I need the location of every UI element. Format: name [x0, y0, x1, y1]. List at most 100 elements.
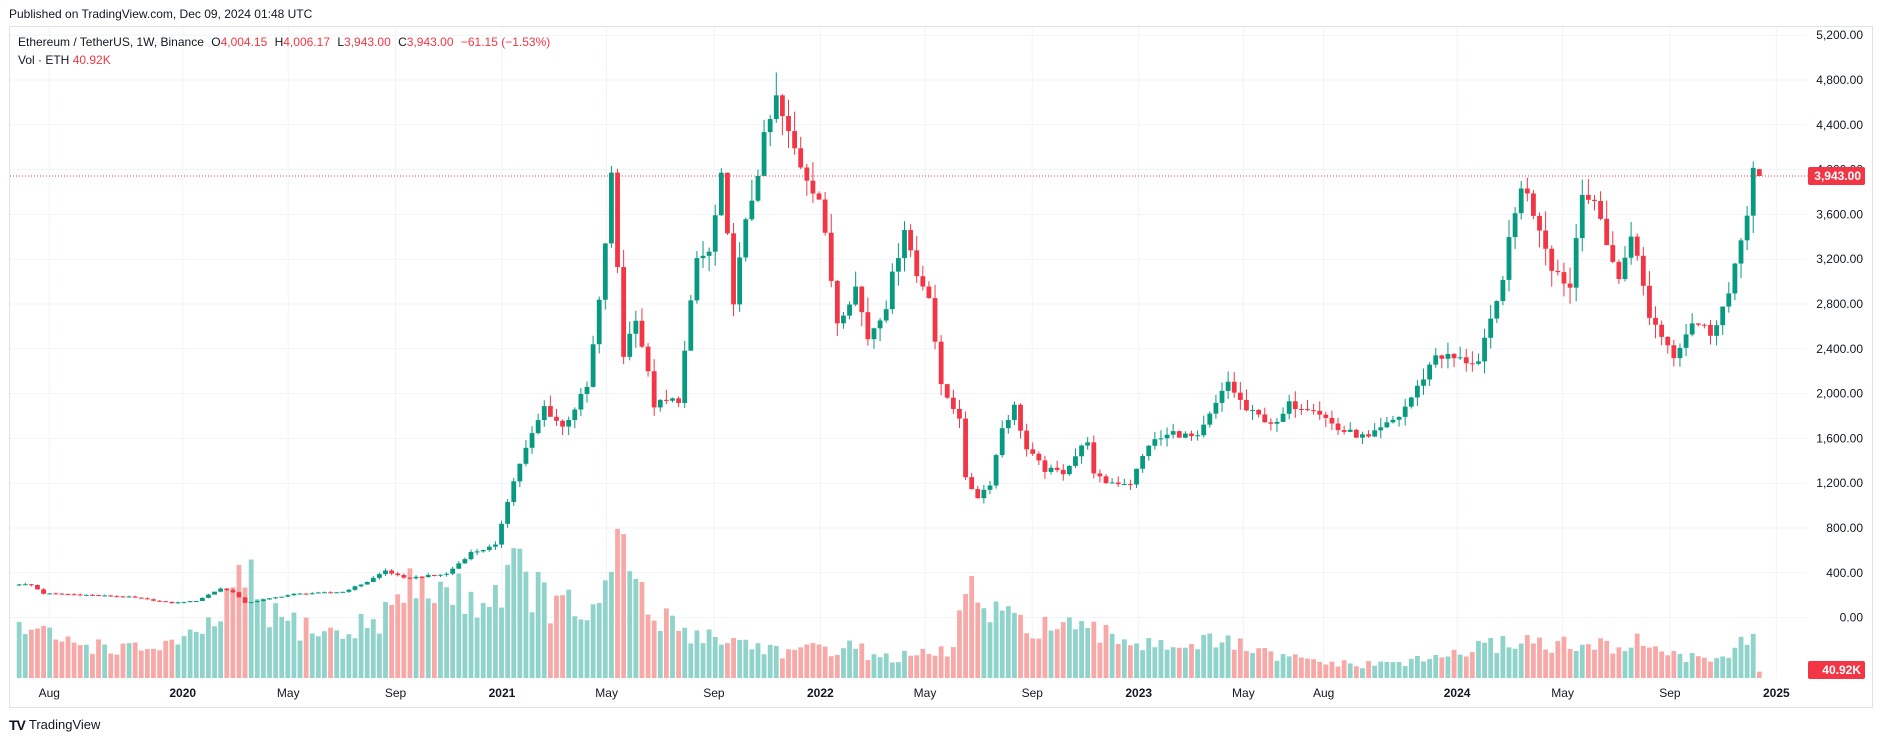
volume-bar [1750, 633, 1756, 678]
volume-bar [303, 617, 309, 678]
candle-body [590, 344, 596, 387]
candle-body [1036, 453, 1042, 461]
candle-body [1329, 417, 1335, 424]
volume-bar [1366, 661, 1371, 678]
time-tick-label: 2022 [807, 686, 834, 700]
volume-bar [950, 647, 956, 678]
candle-body [1372, 430, 1378, 437]
candle-body [218, 588, 224, 592]
volume-bar [1097, 642, 1103, 678]
price-tick-label: 2,000.00 [1816, 387, 1863, 401]
candle-body [1677, 347, 1683, 359]
candle-body [413, 576, 419, 579]
volume-bar [35, 628, 40, 678]
volume-bar [132, 642, 138, 678]
candle-body [322, 592, 327, 594]
candle-body [120, 596, 126, 598]
candle-body [212, 591, 217, 595]
candle-body [505, 501, 511, 524]
candle-body [1567, 283, 1573, 288]
volume-bar [1347, 663, 1353, 678]
candle-body [798, 148, 804, 168]
candle-body [1146, 445, 1152, 457]
volume-bar [1421, 661, 1426, 678]
volume-bar [1262, 647, 1268, 678]
price-tick-label: 1,200.00 [1816, 476, 1863, 490]
tradingview-footer[interactable]: TV TradingView [9, 716, 100, 734]
volume-bar [682, 627, 688, 678]
change-value: −61.15 (−1.53%) [460, 35, 551, 49]
candle-body [517, 463, 523, 482]
volume-bar [212, 626, 217, 678]
candle-body [181, 602, 187, 604]
candle-body [1524, 188, 1530, 194]
volume-bar [1323, 664, 1329, 678]
candle-body [871, 328, 877, 340]
volume-bar [810, 643, 816, 678]
volume-bar [1048, 630, 1054, 678]
candle-body [541, 406, 547, 421]
volume-bar [1720, 656, 1726, 678]
candle-body [694, 258, 700, 301]
candle-body [1341, 430, 1347, 432]
candle-body [303, 593, 309, 595]
candle-body [1622, 257, 1628, 280]
symbol-title: Ethereum / TetherUS, 1W, Binance [18, 35, 204, 49]
volume-bar [1628, 647, 1634, 678]
candle-body [370, 577, 376, 582]
candle-body [1225, 381, 1231, 391]
volume-bar [1518, 643, 1524, 678]
volume-bar [1152, 647, 1158, 678]
volume-bar [1408, 658, 1414, 678]
volume-bar [486, 606, 492, 678]
volume-bar [1103, 624, 1109, 678]
time-axis: Aug 2020 May Sep 2021 May Sep 2022 May Sep 2023 May… [39, 686, 1790, 700]
candle-body [1445, 353, 1451, 359]
candle-body [1616, 261, 1622, 280]
volume-bar [841, 648, 846, 678]
volume-bar [1353, 666, 1359, 678]
candle-body [572, 409, 578, 421]
candle-body [407, 577, 413, 579]
volume-bar [1396, 661, 1402, 678]
time-tick-label: 2020 [169, 686, 196, 700]
volume-bar [297, 640, 303, 678]
candle-body [273, 597, 279, 599]
candle-body [352, 586, 358, 590]
candle-body [1665, 336, 1671, 346]
candle-body [1079, 445, 1084, 457]
volume-bar [456, 573, 462, 678]
candle-body [865, 312, 871, 340]
candle-body [346, 589, 352, 592]
volume-bar [1573, 650, 1579, 678]
volume-bar [120, 643, 126, 678]
candle-body [1573, 238, 1579, 288]
volume-bar [1146, 638, 1152, 678]
close-value: 3,943.00 [406, 35, 454, 49]
high-value: 4,006.17 [283, 35, 331, 49]
candle-body [1280, 413, 1286, 422]
candle-body [584, 386, 590, 394]
volume-bar [1482, 642, 1487, 678]
candle-body [230, 590, 236, 593]
volume-bar [804, 644, 810, 678]
candle-body [1134, 468, 1139, 485]
candle-body [1726, 293, 1732, 307]
volume-bar [1665, 655, 1671, 678]
time-tick-label: Sep [703, 686, 725, 700]
candle-body [1732, 263, 1738, 294]
volume-bar [1121, 639, 1127, 678]
volume-bar [1012, 612, 1017, 678]
candle-body [963, 418, 968, 478]
volume-bar [761, 654, 767, 678]
volume-bar [1561, 636, 1567, 678]
volume-bar [529, 612, 535, 678]
volume-bar [657, 631, 663, 678]
candle-body [889, 271, 895, 310]
volume-bar [1182, 647, 1188, 678]
candle-body [1378, 427, 1384, 431]
volume-bar [1433, 654, 1439, 678]
volume-bar [1677, 653, 1683, 678]
candle-body [896, 258, 901, 272]
